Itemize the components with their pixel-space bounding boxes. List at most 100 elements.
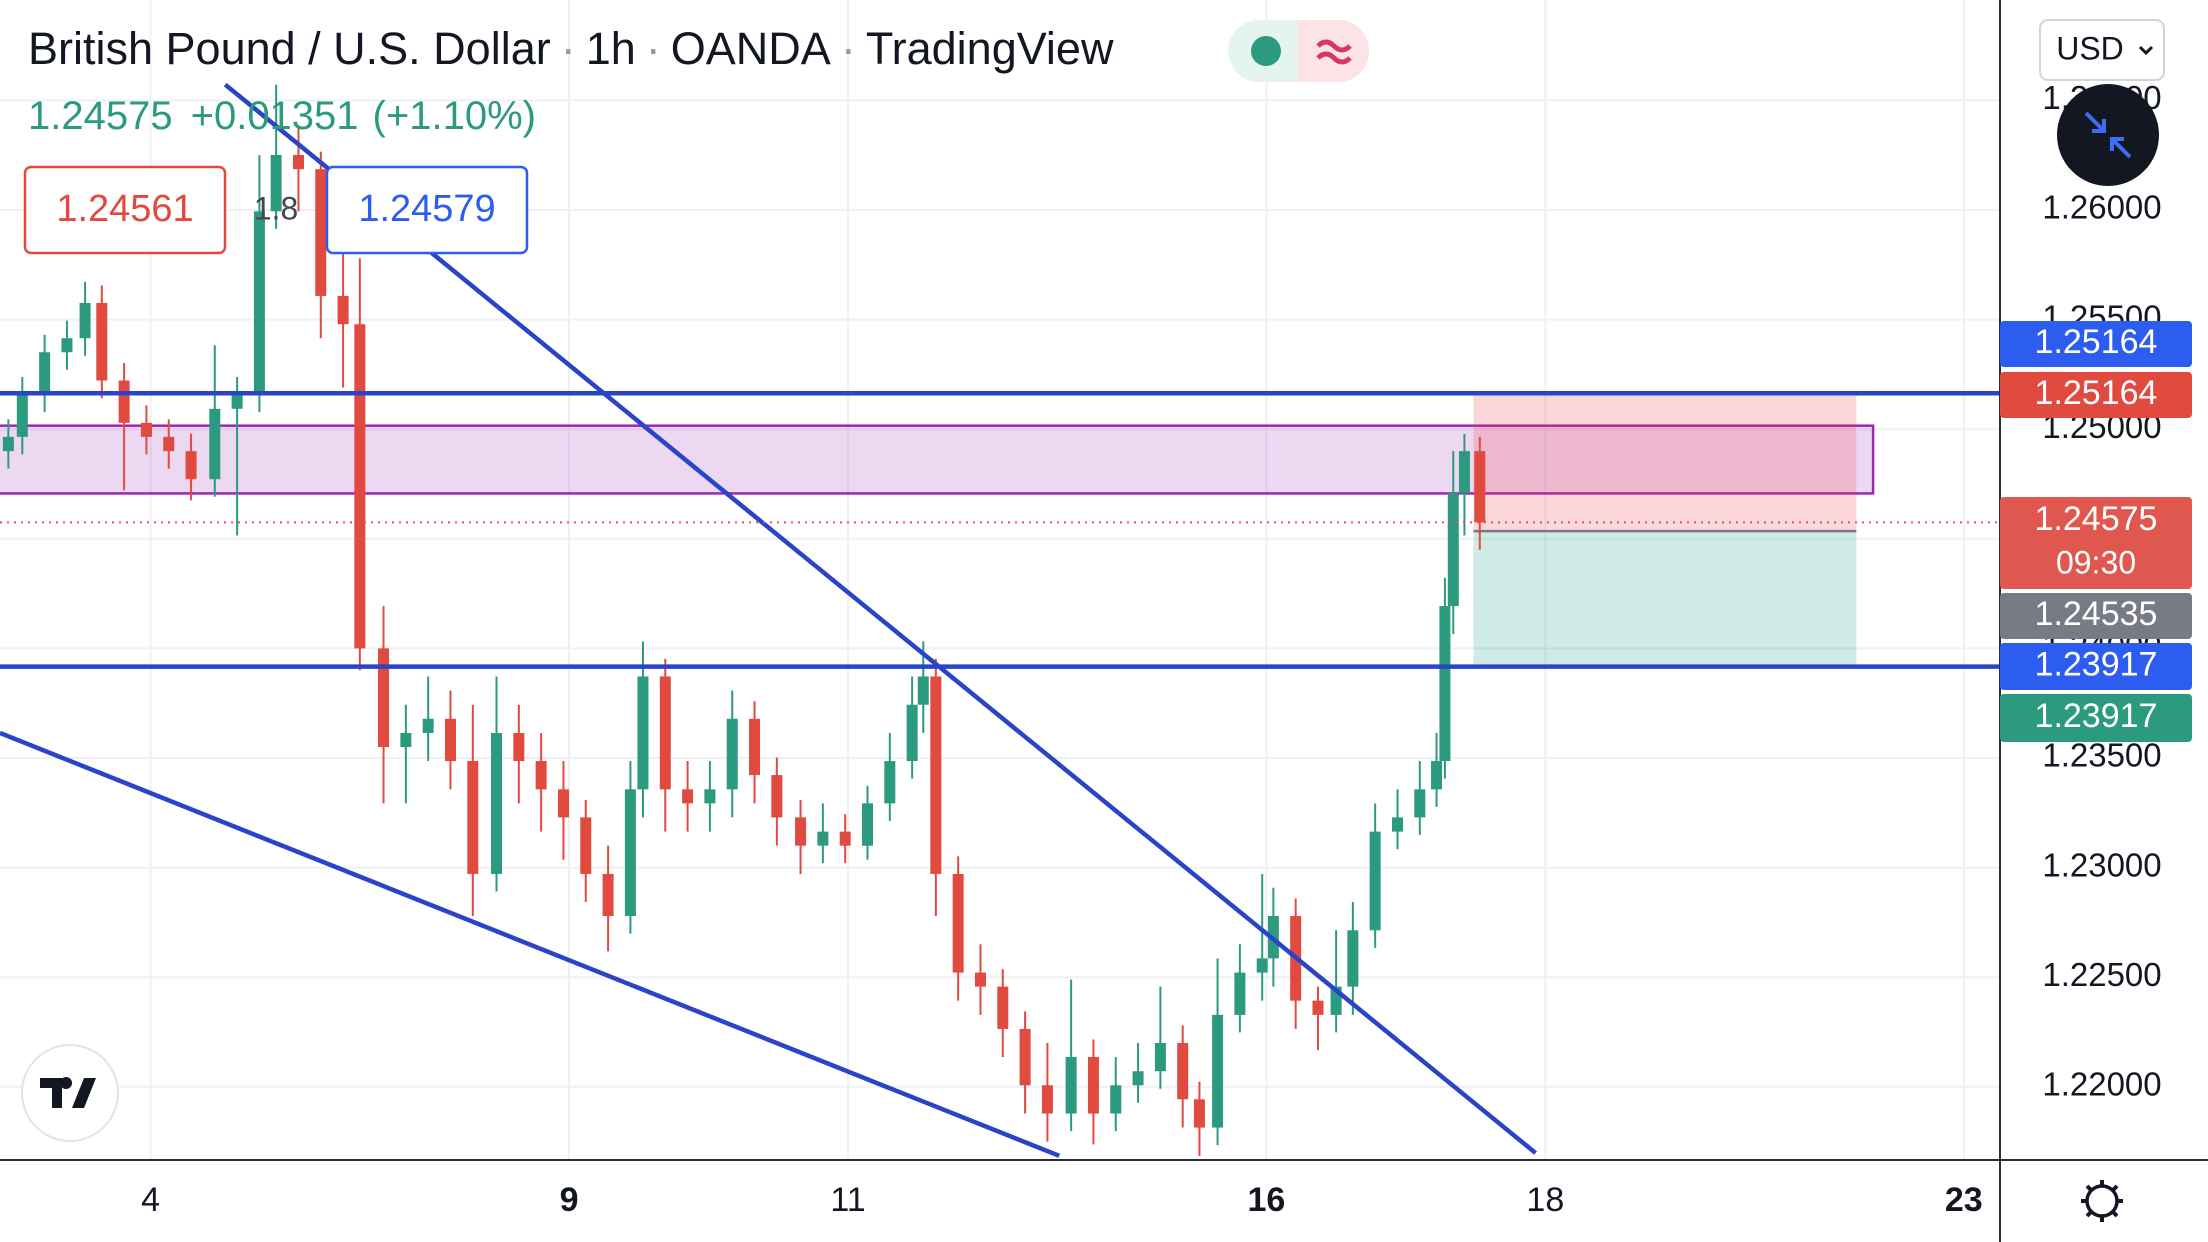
interval: 1h: [586, 23, 636, 74]
last-price: 1.24575: [28, 94, 173, 138]
candle-body: [1019, 1028, 1031, 1086]
minimize-button[interactable]: [2057, 84, 2159, 186]
zone: [0, 424, 1875, 495]
buy-button[interactable]: [325, 165, 529, 255]
price-badge: [2000, 643, 2192, 690]
candle-body: [1414, 789, 1426, 818]
candle-body: [163, 436, 175, 452]
price-badge-label: 1.25164: [2035, 374, 2158, 412]
candle-body: [513, 733, 525, 762]
price-badge-label: 1.23917: [2035, 697, 2158, 735]
currency: USD: [2056, 30, 2124, 66]
candle-body: [997, 986, 1009, 1029]
candle-body: [209, 408, 221, 480]
header: British Pound / U.S. Dollar · 1h · OANDA · Tra…: [28, 23, 1114, 74]
candle-body: [1312, 1000, 1324, 1015]
candle-body: [467, 761, 479, 874]
candle-body: [1391, 817, 1403, 832]
candle-body: [1330, 986, 1342, 1015]
candle-body: [292, 154, 304, 170]
candle-body: [862, 803, 874, 846]
candle-body: [2, 436, 14, 452]
candle-body: [682, 789, 694, 804]
candle-body: [1369, 831, 1381, 931]
logo-dot: [60, 1077, 72, 1089]
currency-button[interactable]: [2039, 19, 2165, 81]
candle-body: [974, 972, 986, 987]
candle-body: [1474, 451, 1486, 523]
candle-body: [1110, 1085, 1122, 1114]
logo-button[interactable]: [21, 1044, 119, 1142]
y-tick-label: 1.22000: [2042, 1066, 2161, 1103]
candle-body: [535, 761, 547, 790]
candle-body: [624, 789, 636, 917]
trend-line: [0, 730, 1061, 1158]
candle-body: [491, 733, 503, 874]
candle-body: [817, 831, 829, 846]
chevron: [2138, 45, 2154, 56]
position-risk: [1473, 393, 1857, 532]
minimize-icon: [2084, 111, 2132, 159]
change: +0.01351: [191, 94, 359, 138]
candle-body: [637, 676, 649, 790]
gear: [2085, 1184, 2119, 1218]
candle-body: [1234, 972, 1246, 1015]
candle-body: [930, 676, 942, 874]
candle-body: [315, 169, 327, 296]
y-tick-label: 1.26000: [2042, 189, 2161, 226]
candle-body: [917, 676, 929, 705]
settings-button[interactable]: [2081, 1180, 2123, 1222]
candle-body: [400, 733, 412, 748]
separator: ·: [561, 23, 576, 74]
candle-body: [906, 704, 918, 762]
candle-body: [1132, 1071, 1144, 1086]
candle-body: [726, 718, 738, 790]
x-tick-label: 16: [1247, 1181, 1285, 1219]
y-tick-label: 1.23500: [2042, 737, 2161, 774]
candle-body: [839, 831, 851, 846]
price-badge-label: 1.24575: [2035, 500, 2158, 538]
candle-body: [795, 817, 807, 846]
candle-body: [79, 302, 91, 339]
candle-body: [771, 775, 783, 818]
candle-body: [39, 352, 51, 395]
candle-body: [270, 154, 282, 212]
x-tick-label: 18: [1526, 1181, 1564, 1219]
x-tick-label: 4: [141, 1181, 160, 1219]
candle-body: [659, 676, 671, 790]
delay-icon: [1316, 39, 1352, 65]
candle-body: [96, 302, 108, 381]
candle-body: [354, 324, 366, 649]
y-tick-label: 1.22500: [2042, 956, 2161, 993]
separator: ·: [646, 23, 661, 74]
candle-body: [602, 873, 614, 917]
candle-body: [1193, 1099, 1205, 1128]
spread: 1.8: [254, 190, 298, 226]
source: TradingView: [866, 23, 1114, 74]
candle-body: [1458, 451, 1470, 494]
x-tick-label: 23: [1945, 1181, 1983, 1219]
candle-body: [1212, 1014, 1224, 1128]
logo: [40, 1078, 96, 1108]
candle-body: [1256, 958, 1268, 973]
candle-body: [952, 873, 964, 973]
candle-body: [884, 761, 896, 804]
price-badge-label: 1.25164: [2035, 323, 2158, 361]
candle-body: [1154, 1042, 1166, 1072]
sell-button[interactable]: [23, 165, 227, 255]
status-pills[interactable]: [1228, 20, 1369, 82]
candle-body: [1347, 930, 1359, 987]
x-tick-label: 9: [560, 1181, 579, 1219]
candle-body: [1065, 1056, 1077, 1114]
trend-line: [223, 82, 1537, 1155]
candle-body: [749, 718, 761, 776]
candle-body: [337, 295, 349, 325]
candle-body: [1447, 493, 1459, 607]
quote: 1.24575 +0.01351 (+1.10%): [28, 94, 536, 138]
candle-body: [704, 789, 716, 804]
candle-body: [140, 422, 152, 437]
candle-body: [580, 817, 592, 874]
ask-price: 1.24579: [358, 188, 495, 230]
price-badge: [2000, 694, 2192, 742]
